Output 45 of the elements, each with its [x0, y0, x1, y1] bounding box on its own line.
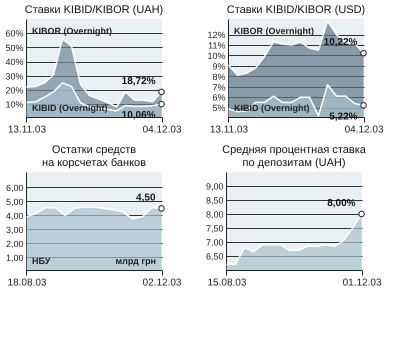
y-tick-label: 8%	[212, 72, 226, 82]
x-tick-label: 15.08.03	[207, 278, 247, 288]
annotation: 8,00%	[327, 198, 356, 209]
y-tick-label: 6,50	[206, 252, 224, 262]
annotation: млрд грн	[115, 256, 156, 266]
y-tick-label: 10%	[207, 50, 226, 61]
series-label: KIBOR (Overnight)	[234, 26, 314, 36]
y-tick-label: 6%	[212, 92, 226, 103]
y-tick-label: 50%	[5, 42, 24, 53]
y-tick-label: 12%	[207, 30, 226, 40]
x-tick-label: 13.11.03	[8, 124, 46, 136]
chart-title: Средняя процентная ставка по депозитам (UAH)	[222, 144, 367, 169]
y-tick-label: 8,50	[206, 196, 224, 206]
annotation: 18,72%	[122, 76, 156, 87]
chart-title: Ставки KIBID/KIBOR (USD)	[226, 4, 366, 16]
chart-title: Ставки KIBID/KIBOR (UAH)	[24, 4, 164, 16]
y-tick-label: 5,00	[6, 196, 24, 207]
y-tick-label: 5%	[212, 103, 226, 114]
x-tick-label: 04.12.03	[344, 124, 384, 136]
y-tick-label: 11%	[208, 40, 226, 51]
y-tick-label: 60%	[5, 28, 24, 39]
y-tick-label: 10%	[5, 100, 24, 110]
y-tick-label: 8,00	[206, 210, 224, 220]
y-tick-label: 2,00	[6, 238, 24, 249]
y-tick-label: 9,00	[206, 182, 224, 192]
y-tick-label: 30%	[5, 71, 24, 82]
chart-title: Остатки средств на корсчетах банков	[42, 144, 146, 169]
x-tick-label: 18.08.03	[8, 278, 47, 288]
x-tick-label: 04.12.03	[142, 124, 182, 136]
annotation: НБУ	[32, 256, 51, 266]
series-label: KIBID (Overnight)	[32, 103, 108, 113]
x-tick-label: 13.11.03	[210, 124, 248, 136]
y-tick-label: 7,00	[206, 238, 224, 248]
y-tick-label: 40%	[5, 57, 24, 68]
y-tick-label: 7,50	[206, 224, 224, 234]
y-tick-label: 4,00	[6, 210, 24, 221]
y-tick-label: 7%	[212, 82, 226, 92]
y-tick-label: 9%	[212, 61, 226, 72]
y-tick-label: 6,00	[6, 182, 24, 193]
y-tick-label: 3,00	[6, 224, 24, 235]
y-tick-label: 1,00	[6, 252, 24, 263]
x-tick-label: 01.12.03	[342, 278, 382, 288]
annotation: 4,50	[136, 192, 156, 204]
x-tick-label: 02.12.03	[142, 278, 182, 288]
y-tick-label: 20%	[5, 86, 24, 96]
